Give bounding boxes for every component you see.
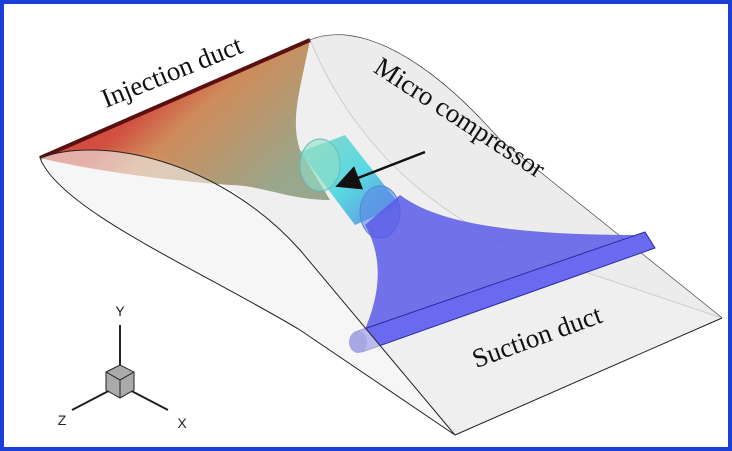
diagram: Injection duct Micro compressor Suction … (0, 0, 732, 451)
x-label: X (177, 415, 187, 431)
compressor-inlet (300, 139, 340, 191)
z-label: Z (58, 412, 67, 428)
y-label: Y (115, 303, 125, 319)
